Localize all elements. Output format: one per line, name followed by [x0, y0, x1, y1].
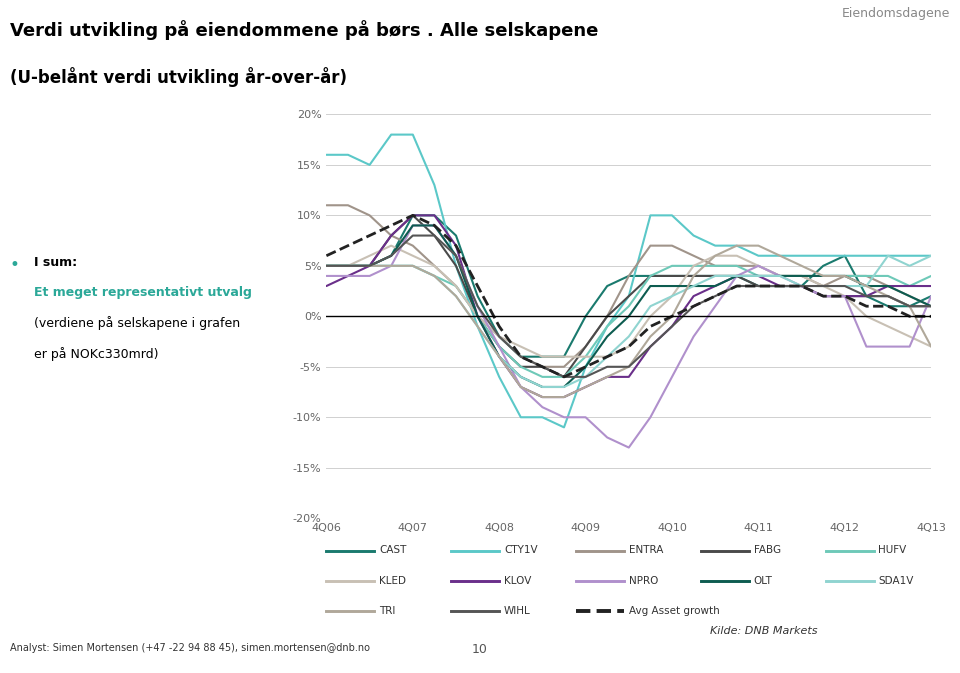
- Text: Eiendomsdagene: Eiendomsdagene: [842, 7, 950, 20]
- Text: WIHL: WIHL: [504, 606, 531, 616]
- Text: (verdiene på selskapene i grafen: (verdiene på selskapene i grafen: [34, 316, 240, 330]
- Text: •: •: [10, 256, 19, 274]
- Text: 10: 10: [472, 643, 488, 656]
- Text: OLT: OLT: [754, 575, 773, 586]
- Text: I sum:: I sum:: [34, 256, 77, 269]
- Text: TRI: TRI: [379, 606, 396, 616]
- Text: SDA1V: SDA1V: [878, 575, 914, 586]
- Text: KLED: KLED: [379, 575, 406, 586]
- Text: ENTRA: ENTRA: [629, 545, 663, 555]
- Text: NPRO: NPRO: [629, 575, 659, 586]
- Text: Kilde: DNB Markets: Kilde: DNB Markets: [710, 626, 818, 636]
- Text: CAST: CAST: [379, 545, 407, 555]
- Text: (U-belånt verdi utvikling år-over-år): (U-belånt verdi utvikling år-over-år): [10, 67, 347, 87]
- Text: FABG: FABG: [754, 545, 780, 555]
- Text: Verdi utvikling på eiendommene på børs . Alle selskapene: Verdi utvikling på eiendommene på børs .…: [10, 20, 598, 40]
- Text: Et meget representativt utvalg: Et meget representativt utvalg: [34, 286, 252, 299]
- Text: KLOV: KLOV: [504, 575, 532, 586]
- Text: Analyst: Simen Mortensen (+47 -22 94 88 45), simen.mortensen@dnb.no: Analyst: Simen Mortensen (+47 -22 94 88 …: [10, 643, 370, 653]
- Text: MARKETS: MARKETS: [867, 646, 914, 656]
- Text: Avg Asset growth: Avg Asset growth: [629, 606, 720, 616]
- Text: er på NOKc330mrd): er på NOKc330mrd): [34, 347, 158, 361]
- Text: DNB: DNB: [869, 618, 912, 636]
- Text: HUFV: HUFV: [878, 545, 906, 555]
- Text: CTY1V: CTY1V: [504, 545, 538, 555]
